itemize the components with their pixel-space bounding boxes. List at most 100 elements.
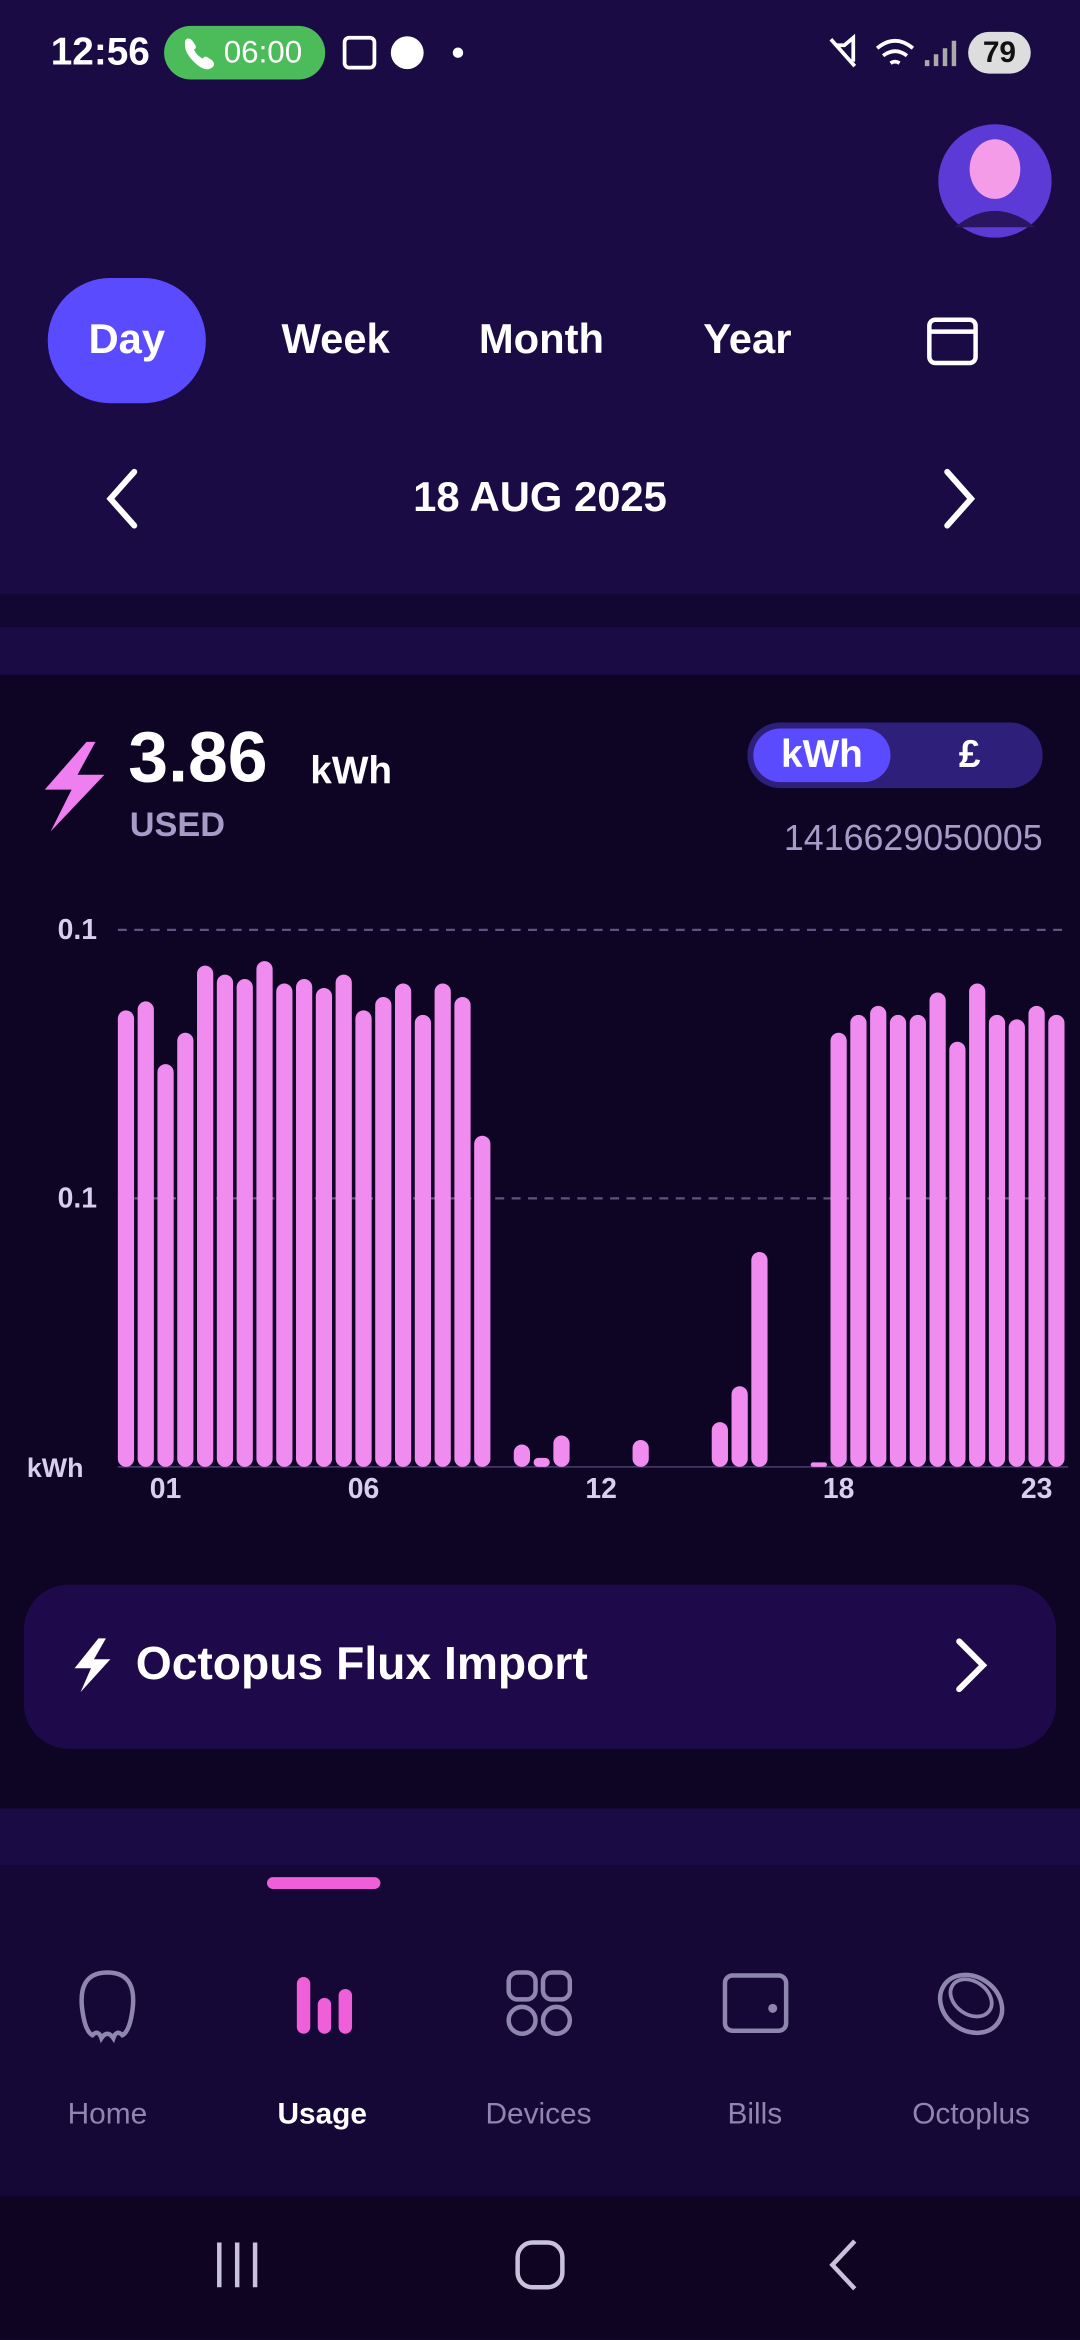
nav-icon (506, 1970, 538, 2002)
bar (335, 974, 352, 1467)
y-tick-label: 0.1 (58, 914, 97, 946)
bar (394, 983, 412, 1467)
bar (711, 1422, 728, 1467)
nav-icon (317, 1997, 332, 2034)
toggle-selected-bg (753, 728, 891, 783)
chevron (956, 1638, 988, 1693)
x-tick-label: 18 (823, 1473, 855, 1505)
wifi-icon (875, 38, 915, 65)
clock: 12:56 (51, 30, 150, 73)
nav-item[interactable]: Home (68, 1970, 148, 2131)
bar (1028, 1005, 1045, 1467)
nav-icon (338, 1988, 353, 2034)
bar (454, 996, 471, 1467)
nav-bg (0, 1865, 1080, 2197)
bar (355, 1010, 372, 1467)
nav-item[interactable]: Usage (277, 1977, 367, 2131)
calendar-button[interactable] (927, 317, 978, 366)
nav-label: Usage (277, 2098, 367, 2131)
usage-label: USED (130, 806, 225, 844)
mute-icon (829, 33, 857, 68)
avatar[interactable] (938, 124, 1052, 238)
nav-item[interactable]: Bills (722, 1973, 789, 2131)
nav-label: Octoplus (912, 2098, 1030, 2131)
avatar-body (954, 210, 1036, 228)
nav-indicator (267, 1877, 381, 1890)
bar (850, 1014, 867, 1467)
usage-value: 3.86 (128, 718, 267, 798)
y-axis-label: kWh (27, 1453, 84, 1483)
messenger-icon (390, 36, 424, 70)
recents-button[interactable] (217, 2242, 258, 2288)
tab[interactable]: Month (479, 315, 604, 362)
tab[interactable]: Week (281, 315, 390, 362)
bar (810, 1462, 827, 1467)
bar (513, 1444, 531, 1467)
battery (968, 31, 1031, 74)
bar (929, 992, 946, 1467)
prev-arrow[interactable] (106, 468, 138, 529)
y-tick-label: 0.1 (58, 1182, 97, 1214)
system-bar (0, 2196, 1080, 2340)
signal-icon (924, 40, 957, 67)
calendar-icon (927, 317, 978, 366)
tariff-name: Octopus Flux Import (136, 1637, 588, 1689)
nav-icon (296, 1977, 311, 2034)
bar (434, 983, 451, 1467)
nav-icon (540, 1970, 573, 2002)
bar (1008, 1019, 1025, 1467)
nav-icon (506, 2004, 538, 2036)
nav-item[interactable]: Octoplus (912, 1963, 1030, 2131)
x-tick-label: 23 (1021, 1473, 1053, 1505)
back-button[interactable] (829, 2239, 857, 2291)
nav-icon (540, 2004, 573, 2036)
battery-level: 79 (983, 36, 1016, 69)
bar (256, 961, 273, 1467)
tab[interactable]: Day (88, 315, 165, 362)
bar (137, 1001, 154, 1467)
usage-unit: kWh (310, 749, 392, 792)
tab-selected-bg (47, 277, 206, 404)
home-button[interactable] (515, 2240, 565, 2290)
tariff-card-bg (23, 1584, 1057, 1749)
dot (452, 47, 464, 58)
toggle-option[interactable]: £ (959, 733, 981, 776)
bar (751, 1252, 768, 1467)
bar (216, 974, 234, 1467)
date: 18 AUG 2025 (413, 473, 667, 520)
toggle-option[interactable]: kWh (781, 733, 863, 776)
nav-label: Home (68, 2098, 148, 2131)
nav-icon (937, 1972, 1005, 2036)
bar (197, 965, 214, 1467)
x-tick-label: 12 (585, 1473, 617, 1505)
screenshot-icon (342, 35, 377, 70)
next-arrow[interactable] (944, 468, 976, 529)
bar (375, 996, 392, 1467)
bar (533, 1457, 550, 1467)
bar (870, 1005, 887, 1467)
divider (0, 627, 1080, 675)
bar (830, 1032, 847, 1467)
divider (0, 594, 1080, 628)
nav-item[interactable]: Devices (485, 1970, 592, 2131)
usage-chart: kWh 0.1 0.1 01 06 12 18 23 (27, 914, 1069, 1505)
bar (474, 1135, 491, 1467)
tariff-card[interactable]: Octopus Flux Import (23, 1584, 1057, 1749)
bar (276, 983, 293, 1467)
nav-label: Devices (485, 2098, 591, 2131)
bar (117, 1010, 135, 1467)
bar (632, 1440, 649, 1467)
x-tick-label: 01 (150, 1473, 182, 1505)
bar (1048, 1014, 1065, 1467)
tab[interactable]: Year (703, 315, 791, 362)
bar (949, 1041, 966, 1467)
bar (889, 1014, 907, 1467)
nav-icon (722, 1973, 789, 2033)
bolt-icon (44, 741, 105, 832)
bar (315, 988, 333, 1467)
bar (553, 1435, 570, 1467)
nav-label: Bills (727, 2098, 782, 2131)
x-tick-label: 06 (348, 1473, 380, 1505)
